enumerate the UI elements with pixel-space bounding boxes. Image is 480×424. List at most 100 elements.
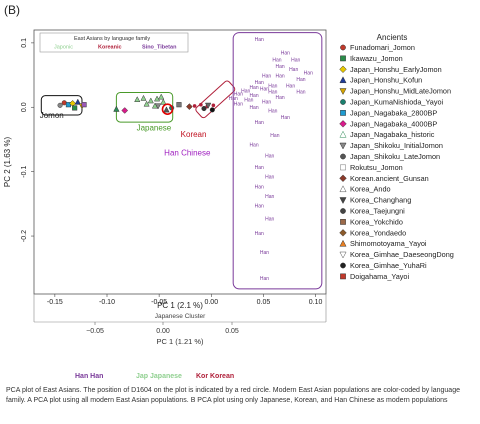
legend-entry: Japan_KumaNishioda_Yayoi bbox=[350, 98, 444, 107]
japonic-point bbox=[140, 94, 147, 101]
legend-marker bbox=[339, 130, 347, 138]
x-tick-label: -0.05 bbox=[151, 299, 167, 306]
han-point-label: Han bbox=[289, 67, 298, 73]
legend-entry: Japan_Shikoku_InitialJomon bbox=[350, 141, 443, 150]
x-axis-title: PC 1 (2.1 %) bbox=[157, 301, 203, 310]
inset-legend-title: East Asians by language family bbox=[74, 36, 150, 42]
legend-entry: Japan_Honshu_MidLateJomon bbox=[350, 87, 451, 96]
y-tick-label: 0.1 bbox=[21, 38, 28, 48]
legend-entry: Korea_Taejungni bbox=[350, 207, 405, 216]
han-point-label: Han bbox=[255, 184, 264, 190]
legend-marker bbox=[340, 208, 346, 214]
legend-entry: Japan_Honshu_Kofun bbox=[350, 76, 422, 85]
y-axis-title: PC 2 (1.63 %) bbox=[3, 137, 12, 188]
legend-entry: Ikawazu_Jomon bbox=[350, 54, 403, 63]
han-point-label: Han bbox=[270, 133, 279, 139]
ancient-point bbox=[176, 102, 182, 108]
han-point-label: Han bbox=[255, 165, 264, 171]
han-point-label: Han bbox=[234, 101, 243, 107]
legend-entry: Japan_Nagabaka_historic bbox=[350, 130, 435, 139]
han-point-label: Han bbox=[265, 153, 274, 159]
ancient-point bbox=[61, 100, 67, 106]
ancient-point bbox=[163, 106, 170, 113]
legend-entry: Doigahama_Yayoi bbox=[350, 272, 409, 281]
legend-entry: Korea_Gimhae_DaeseongDong bbox=[350, 250, 454, 259]
legend-marker bbox=[339, 197, 347, 205]
legend-entry: Japan_Nagabaka_2800BP bbox=[350, 108, 437, 117]
han-point-label: Han bbox=[249, 143, 258, 149]
legend-marker bbox=[340, 44, 346, 51]
han-point-label: Han bbox=[229, 96, 238, 102]
han-point-label: Han bbox=[255, 204, 264, 210]
legend-entry: Rokutsu_Jomon bbox=[350, 163, 403, 172]
japonic-point bbox=[147, 97, 154, 104]
han-point-label: Han bbox=[234, 92, 243, 98]
han-point-label: Han bbox=[255, 37, 264, 43]
japanese-cluster-label: Japanese Cluster bbox=[155, 313, 206, 320]
panel-a-x-tick-label: 0.00 bbox=[156, 328, 170, 335]
japonic-point bbox=[134, 96, 141, 102]
legend-entry: Japan_Honshu_EarlyJomon bbox=[350, 65, 442, 74]
plot-area bbox=[33, 29, 327, 295]
inset-legend-koreanic: Koreanic bbox=[98, 45, 122, 51]
y-tick-label: -0.1 bbox=[21, 166, 28, 178]
ancients-legend: Ancients Funadomari_Jomon Ikawazu_Jomon Ja… bbox=[339, 33, 454, 281]
legend-entry: Japan_Nagabaka_4000BP bbox=[350, 119, 437, 128]
legend-marker bbox=[340, 55, 346, 62]
ancient-point bbox=[204, 102, 212, 109]
han-point-label: Han bbox=[291, 58, 300, 64]
ancient-point bbox=[81, 102, 87, 108]
japonic-point bbox=[160, 98, 167, 105]
legend-marker bbox=[339, 65, 347, 74]
group-label: Japanese bbox=[137, 123, 172, 132]
legend-marker bbox=[339, 76, 347, 84]
panel-a-fragment: Japanese Cluster −0.05 0.00 0.05 PC 1 (1.2… bbox=[33, 294, 327, 380]
han-point-label: Han bbox=[296, 90, 305, 96]
legend-marker bbox=[340, 153, 346, 160]
legend-marker bbox=[340, 99, 346, 105]
inset-legend: East Asians by language family Japonic K… bbox=[39, 32, 189, 53]
han-point-label: Han bbox=[249, 93, 258, 99]
japonic-point bbox=[154, 95, 161, 102]
japonic-point bbox=[143, 100, 150, 107]
legend-entry: Korea_Yondaedo bbox=[350, 228, 406, 237]
han-point-label: Han bbox=[249, 85, 258, 91]
legend-entry: Korean.ancient_Gunsan bbox=[350, 174, 429, 183]
han-point-label: Han bbox=[276, 95, 285, 101]
han-point-label: Han bbox=[265, 175, 274, 181]
legend-marker bbox=[339, 229, 347, 237]
han-point-label: Han bbox=[262, 99, 271, 105]
han-point-label: Han bbox=[268, 108, 277, 114]
panel-a-legend-japanese: Jap Japanese bbox=[136, 373, 182, 380]
legend-marker bbox=[339, 174, 347, 183]
ancient-point bbox=[113, 105, 120, 112]
han-point-label: Han bbox=[304, 70, 313, 76]
han-point-label: Han bbox=[244, 97, 253, 103]
legend-entry: Korea_Yokchido bbox=[350, 217, 403, 226]
han-point-label: Han bbox=[268, 90, 277, 96]
han-point-label: Han bbox=[268, 83, 277, 89]
han-point-label: Han bbox=[281, 50, 290, 56]
legend-marker bbox=[339, 239, 347, 247]
legend-marker bbox=[340, 262, 346, 269]
ancient-point bbox=[72, 105, 78, 111]
group-label: Korean bbox=[181, 130, 207, 139]
japonic-point bbox=[158, 93, 165, 100]
han-point-label: Han bbox=[241, 88, 250, 94]
han-point-label: Han bbox=[265, 194, 274, 200]
legend-entry: Funadomari_Jomon bbox=[350, 43, 415, 52]
legend-marker bbox=[339, 120, 347, 128]
x-tick-label: 0.05 bbox=[257, 299, 271, 306]
legend-marker bbox=[339, 251, 347, 259]
legend-entry: Korea_Gimhae_YuhaRi bbox=[350, 261, 427, 270]
legend-marker bbox=[340, 219, 346, 225]
legend-entry: Shimomotoyama_Yayoi bbox=[350, 239, 427, 248]
koreanic-point-marker bbox=[199, 102, 203, 107]
legend-marker bbox=[340, 164, 346, 171]
group-label: Jomon bbox=[40, 111, 64, 120]
koreanic-point-marker bbox=[211, 103, 216, 108]
ancient-point bbox=[201, 106, 207, 112]
legend-entry: Japan_Shikoku_LateJomon bbox=[350, 152, 440, 161]
han-point-label: Han bbox=[272, 58, 281, 64]
